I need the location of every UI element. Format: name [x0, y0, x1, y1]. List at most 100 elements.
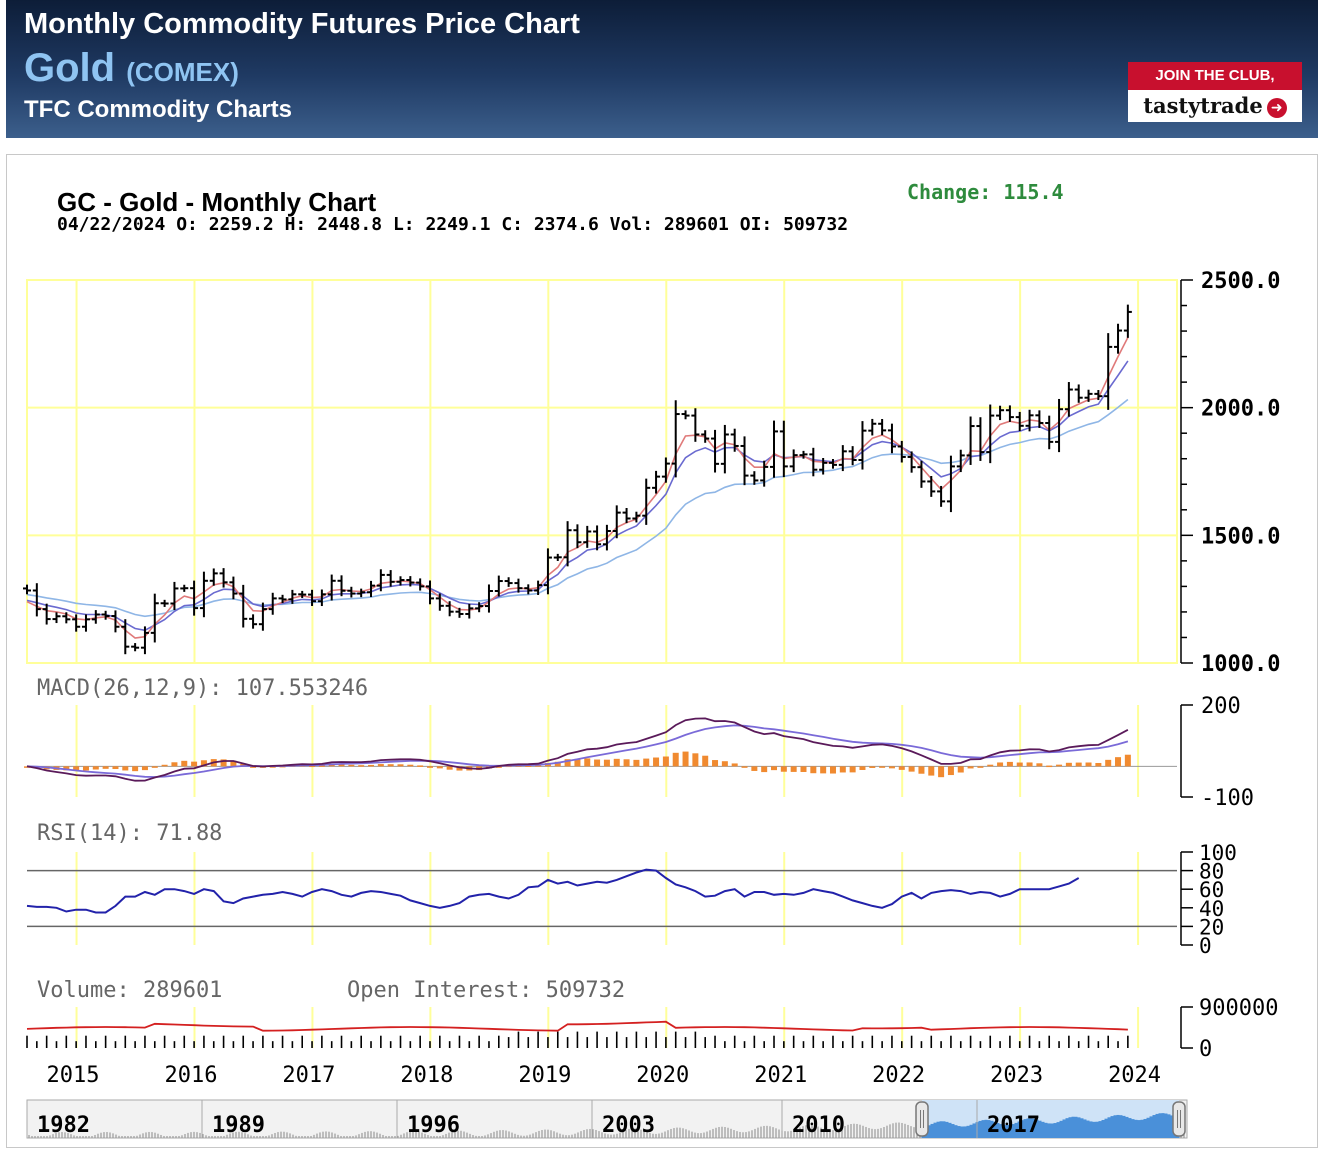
- macd-hist-bar: [92, 766, 99, 770]
- page-title: Monthly Commodity Futures Price Chart: [24, 8, 580, 40]
- macd-hist-bar: [141, 766, 148, 771]
- macd-hist-bar: [751, 766, 758, 771]
- macd-hist-bar: [771, 766, 778, 771]
- change-label: Change: 115.4: [907, 180, 1064, 204]
- navigator-year-label: 1989: [212, 1113, 265, 1138]
- chart-title: GC - Gold - Monthly Chart: [57, 187, 377, 217]
- macd-hist-bar: [1006, 761, 1013, 767]
- macd-hist-bar: [898, 766, 905, 770]
- rsi-y-tick-label: 60: [1199, 878, 1224, 902]
- navigator-year-label: 2003: [602, 1113, 655, 1138]
- macd-hist-bar: [456, 766, 463, 771]
- macd-hist-bar: [1026, 762, 1033, 767]
- macd-hist-bar: [594, 759, 601, 767]
- price-y-tick-label: 2000.0: [1201, 397, 1280, 422]
- macd-hist-bar: [318, 765, 325, 767]
- macd-hist-bar: [653, 757, 660, 767]
- macd-hist-bar: [554, 761, 561, 767]
- macd-hist-bar: [947, 766, 954, 776]
- macd-hist-bar: [102, 766, 109, 769]
- chart-header: Monthly Commodity Futures Price Chart Go…: [6, 0, 1318, 138]
- rsi-y-tick-label: 80: [1199, 860, 1224, 884]
- macd-hist-bar: [1124, 754, 1131, 767]
- macd-hist-bar: [112, 766, 119, 770]
- macd-hist-bar: [161, 764, 168, 767]
- time-navigator[interactable]: 1982 1989 1996 2003 2010 2017: [26, 1099, 1188, 1139]
- x-tick-label: 2018: [400, 1063, 453, 1088]
- macd-hist-bar: [967, 766, 974, 769]
- macd-hist-bar: [829, 766, 836, 774]
- macd-hist-bar: [800, 766, 807, 772]
- macd-hist-bar: [309, 765, 316, 768]
- rsi-y-tick-label: 20: [1199, 915, 1224, 939]
- x-tick-label: 2022: [872, 1063, 925, 1088]
- navigator-year-label: 1982: [37, 1113, 90, 1138]
- macd-hist-bar: [63, 766, 70, 771]
- macd-hist-bar: [230, 760, 237, 767]
- ma-mid-line: [26, 360, 1129, 632]
- macd-y-tick-label: 200: [1201, 694, 1241, 719]
- price-panel: 2500.0 2000.0 1500.0 1000.0: [23, 269, 1280, 677]
- macd-hist-bar: [702, 755, 709, 767]
- navigator-right-handle[interactable]: [1172, 1101, 1186, 1137]
- navigator-year-label: 2010: [792, 1113, 845, 1138]
- macd-hist-bar: [564, 759, 571, 767]
- arrow-right-icon: ➜: [1266, 97, 1287, 118]
- macd-hist-bar: [525, 765, 532, 767]
- macd-hist-bar: [1115, 757, 1122, 767]
- macd-hist-bar: [761, 766, 768, 773]
- chart-panel: GC - Gold - Monthly Chart 04/22/2024 O: …: [6, 154, 1318, 1148]
- macd-hist-bar: [888, 766, 895, 769]
- macd-hist-bar: [220, 759, 227, 767]
- macd-hist-bar: [820, 766, 827, 774]
- macd-hist-bar: [957, 766, 964, 773]
- brand-text: tastytrade: [1143, 93, 1263, 118]
- macd-hist-bar: [721, 761, 728, 767]
- macd-hist-bar: [623, 759, 630, 767]
- promo-band: JOIN THE CLUB, GENIUS.: [1128, 62, 1302, 112]
- macd-hist-bar: [613, 758, 620, 767]
- navigator-year-label: 1996: [407, 1113, 460, 1138]
- macd-hist-bar: [1046, 765, 1053, 768]
- macd-panel: 200 -100: [24, 694, 1254, 811]
- macd-y-tick-label: -100: [1201, 786, 1254, 811]
- navigator-left-handle[interactable]: [915, 1101, 929, 1137]
- macd-signal-line: [26, 724, 1129, 778]
- macd-hist-bar: [1085, 762, 1092, 767]
- macd-hist-bar: [849, 766, 856, 773]
- exchange-name: (COMEX): [126, 57, 239, 87]
- macd-hist-bar: [869, 766, 876, 768]
- volume-panel: 900000 0: [26, 996, 1278, 1062]
- macd-hist-bar: [151, 766, 158, 768]
- x-tick-label: 2024: [1108, 1063, 1161, 1088]
- macd-hist-bar: [250, 766, 257, 768]
- macd-hist-bar: [712, 760, 719, 767]
- rsi-y-tick-label: 0: [1199, 934, 1212, 958]
- macd-hist-bar: [377, 764, 384, 767]
- macd-hist-bar: [692, 753, 699, 767]
- x-tick-label: 2015: [47, 1063, 100, 1088]
- macd-hist-bar: [387, 764, 394, 767]
- commodity-name: Gold: [24, 46, 116, 90]
- volume-label: Volume: 289601: [37, 978, 222, 1003]
- ma-slow-line: [26, 398, 1129, 618]
- price-y-tick-label: 1000.0: [1201, 652, 1280, 677]
- macd-hist-bar: [1065, 762, 1072, 767]
- tastytrade-ad-button[interactable]: JOIN THE CLUB, GENIUS. tastytrade➜: [1128, 62, 1302, 122]
- macd-hist-bar: [662, 756, 669, 767]
- macd-hist-bar: [417, 765, 424, 767]
- macd-hist-bar: [908, 766, 915, 772]
- macd-hist-bar: [122, 766, 129, 771]
- macd-hist-bar: [368, 764, 375, 767]
- rsi-label: RSI(14): 71.88: [37, 821, 222, 846]
- source-label: TFC Commodity Charts: [24, 96, 293, 123]
- rsi-y-tick-label: 40: [1199, 897, 1224, 921]
- x-tick-label: 2016: [164, 1063, 217, 1088]
- macd-hist-bar: [191, 761, 198, 767]
- commodity-title: Gold (COMEX): [24, 46, 239, 91]
- macd-hist-bar: [810, 766, 817, 774]
- macd-hist-bar: [731, 763, 738, 767]
- chart-svg: GC - Gold - Monthly Chart 04/22/2024 O: …: [23, 180, 1280, 1139]
- x-tick-label: 2023: [990, 1063, 1043, 1088]
